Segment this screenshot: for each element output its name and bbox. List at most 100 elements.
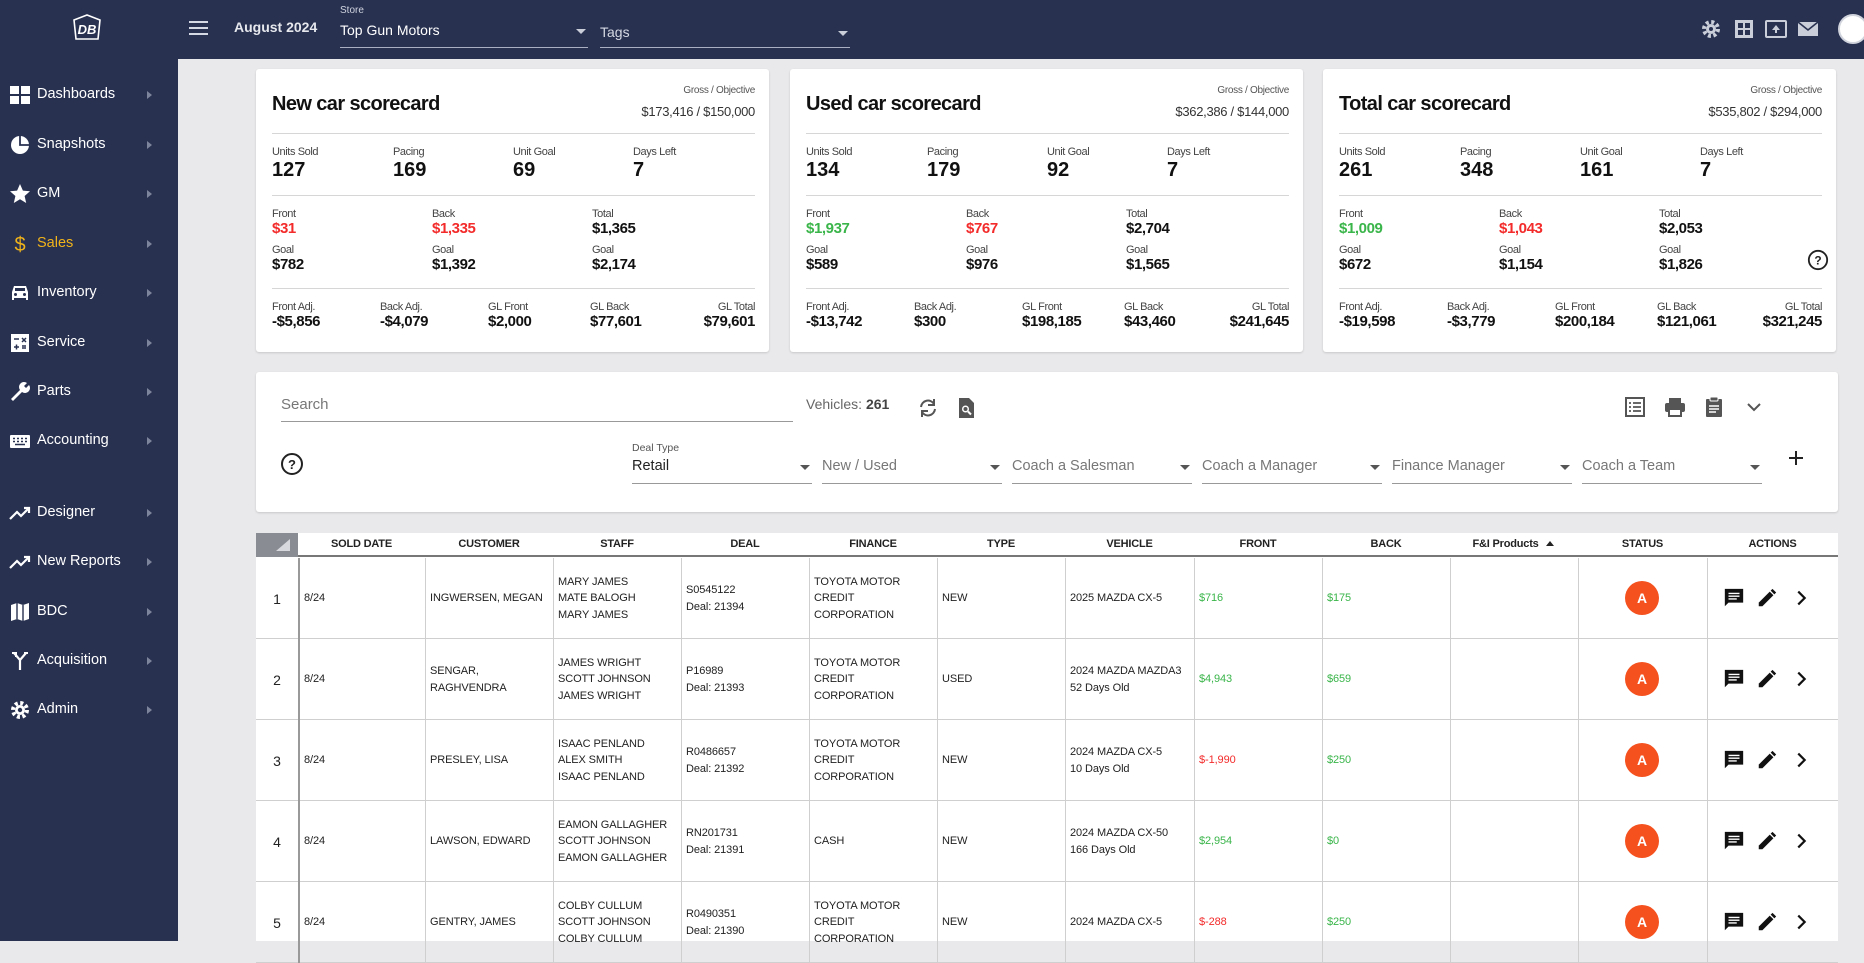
cell-line: Deal: 21393 (686, 681, 745, 694)
chevron-right-icon[interactable] (1790, 587, 1812, 609)
gross-objective-label: Gross / Objective (1217, 85, 1289, 96)
cell-customer: SENGAR, RAGHVENDRA (425, 639, 553, 720)
clipboard-icon[interactable] (1702, 395, 1726, 419)
status-badge[interactable]: A (1625, 905, 1659, 939)
cell-actions (1707, 720, 1838, 801)
gear-icon[interactable] (1699, 17, 1723, 41)
cell-type: NEW (937, 558, 1065, 639)
divider (806, 195, 1289, 196)
column-header-back[interactable]: BACK (1322, 538, 1450, 550)
column-header-staff[interactable]: STAFF (553, 538, 681, 550)
table-row[interactable]: 3 8/24 PRESLEY, LISA ISAAC PENLAND ALEX SMIT… (256, 720, 1838, 801)
cell-line: JAMES WRIGHT (558, 656, 642, 669)
chevron-down-icon (1370, 465, 1380, 470)
new-used-select[interactable]: New / Used (822, 448, 1002, 484)
sold-date: 8/24 (304, 835, 326, 848)
sidebar-item-gm[interactable]: GM (0, 170, 178, 218)
column-header-sold-date[interactable]: SOLD DATE (298, 538, 425, 550)
store-select[interactable]: Top Gun Motors (340, 20, 588, 48)
upload-icon[interactable] (1764, 17, 1788, 41)
sidebar-item-dashboards[interactable]: Dashboards (0, 71, 178, 119)
column-header-deal[interactable]: DEAL (681, 538, 809, 550)
sidebar-item-new-reports[interactable]: New Reports (0, 538, 178, 586)
column-header-finance[interactable]: FINANCE (809, 538, 937, 550)
help-icon[interactable]: ? (280, 452, 304, 476)
chevron-right-icon (147, 657, 152, 665)
add-icon[interactable] (1784, 446, 1808, 470)
edit-icon[interactable] (1756, 911, 1778, 933)
status-badge[interactable]: A (1625, 824, 1659, 858)
column-header-actions[interactable]: ACTIONS (1707, 538, 1838, 550)
sidebar-item-service[interactable]: Service (0, 319, 178, 367)
sidebar-item-acquisition[interactable]: Acquisition (0, 637, 178, 685)
edit-icon[interactable] (1756, 668, 1778, 690)
sidebar-item-inventory[interactable]: Inventory (0, 269, 178, 317)
column-header-customer[interactable]: CUSTOMER (425, 538, 553, 550)
status-badge[interactable]: A (1625, 581, 1659, 615)
divider (806, 133, 1289, 134)
grid-icon[interactable] (1732, 17, 1756, 41)
menu-icon[interactable] (188, 18, 210, 38)
sidebar-item-parts[interactable]: Parts (0, 368, 178, 416)
comment-icon[interactable] (1723, 749, 1745, 771)
db-logo[interactable]: DB (70, 12, 104, 42)
status-badge[interactable]: A (1625, 662, 1659, 696)
column-header-type[interactable]: TYPE (937, 538, 1065, 550)
search-input[interactable]: Search (281, 390, 793, 422)
help-icon[interactable]: ? (1807, 249, 1829, 271)
chevron-right-icon[interactable] (1790, 668, 1812, 690)
print-icon[interactable] (1663, 395, 1687, 419)
chevron-right-icon[interactable] (1790, 911, 1812, 933)
back-gross: $250 (1327, 916, 1352, 929)
column-header-front[interactable]: FRONT (1194, 538, 1322, 550)
deal-type-select[interactable]: Deal Type Retail (632, 442, 812, 484)
comment-icon[interactable] (1723, 830, 1745, 852)
edit-icon[interactable] (1756, 830, 1778, 852)
find-in-page-icon[interactable] (954, 396, 978, 420)
cell-actions (1707, 558, 1838, 639)
table-row[interactable]: 5 8/24 GENTRY, JAMES COLBY CULLUM SCOTT JOHN… (256, 882, 1838, 963)
cell-front: $-288 (1194, 882, 1322, 963)
comment-icon[interactable] (1723, 587, 1745, 609)
table-row[interactable]: 4 8/24 LAWSON, EDWARD EAMON GALLAGHER SCOTT … (256, 801, 1838, 882)
sidebar-item-accounting[interactable]: Accounting (0, 417, 178, 465)
select-all-corner[interactable] (256, 533, 298, 557)
mail-icon[interactable] (1796, 17, 1820, 41)
avatar[interactable] (1838, 14, 1864, 44)
chevron-right-icon[interactable] (1790, 830, 1812, 852)
chevron-down-icon[interactable] (1742, 395, 1766, 419)
column-header-status[interactable]: STATUS (1578, 538, 1707, 550)
goal-label: Goal (966, 244, 988, 256)
edit-icon[interactable] (1756, 749, 1778, 771)
sidebar-item-admin[interactable]: Admin (0, 686, 178, 734)
cell-status (1578, 558, 1707, 639)
tags-select[interactable]: Tags (600, 24, 850, 48)
sidebar-item-designer[interactable]: Designer (0, 489, 178, 537)
stat-value: 7 (633, 159, 645, 181)
column-header-f-i-products[interactable]: F&I Products (1450, 538, 1578, 550)
sidebar-item-sales[interactable]: $ Sales (0, 220, 178, 268)
customer-name: GENTRY, JAMES (430, 916, 516, 929)
table-row[interactable]: 2 8/24 SENGAR, RAGHVENDRA JAMES WRIGHT SCOTT… (256, 639, 1838, 720)
status-badge[interactable]: A (1625, 743, 1659, 777)
list-view-icon[interactable] (1623, 395, 1647, 419)
month-selector[interactable]: August 2024 (234, 19, 318, 35)
coach-salesman-select[interactable]: Coach a Salesman (1012, 448, 1192, 484)
edit-icon[interactable] (1756, 587, 1778, 609)
table-row[interactable]: 1 8/24 INGWERSEN, MEGAN MARY JAMES MATE BALO… (256, 558, 1838, 639)
stat-label: Days Left (633, 146, 676, 158)
comment-icon[interactable] (1723, 668, 1745, 690)
sold-date: 8/24 (304, 754, 326, 767)
sidebar-item-snapshots[interactable]: Snapshots (0, 121, 178, 169)
metric-label: Total (592, 208, 614, 220)
coach-team-select[interactable]: Coach a Team (1582, 448, 1762, 484)
refresh-icon[interactable] (916, 396, 940, 420)
goal-back: Goal $976 (966, 244, 998, 273)
finance-manager-select[interactable]: Finance Manager (1392, 448, 1572, 484)
sidebar-item-bdc[interactable]: BDC (0, 588, 178, 636)
column-header-vehicle[interactable]: VEHICLE (1065, 538, 1194, 550)
chevron-right-icon[interactable] (1790, 749, 1812, 771)
coach-manager-select[interactable]: Coach a Manager (1202, 448, 1382, 484)
comment-icon[interactable] (1723, 911, 1745, 933)
stat-pacing: Pacing 179 (927, 146, 960, 182)
